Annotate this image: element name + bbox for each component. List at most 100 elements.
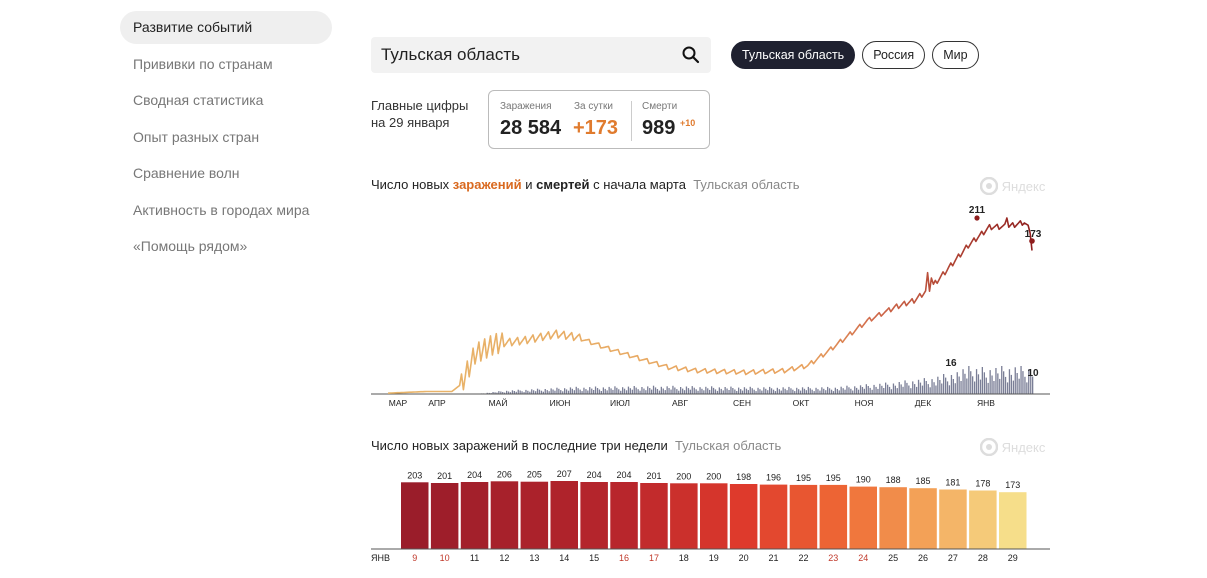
bar-value-label: 204 [467,470,482,480]
deaths-bar [749,386,751,394]
deaths-bar [709,389,711,394]
deaths-bar [658,390,661,394]
chart1-title-deaths: смертей [536,177,590,192]
peak-label: 211 [969,205,986,216]
deaths-bar [989,370,991,394]
watermark-text-2: Яндекс [1001,440,1046,455]
deaths-bar [728,390,730,394]
deaths-bar [676,389,678,394]
deaths-bar [687,388,690,394]
deaths-bar [1010,374,1012,394]
deaths-bar [780,390,782,394]
deaths-bar [604,388,606,394]
deaths-bar [898,382,900,394]
deaths-bar [1030,374,1032,394]
deaths-bar [664,390,666,394]
deaths-bar [1008,369,1011,394]
sidebar-item-summary-stats[interactable]: Сводная статистика [133,92,264,108]
sidebar-item-vaccinations[interactable]: Прививки по странам [133,55,273,72]
deaths-bar [770,388,773,394]
tab-world[interactable]: Мир [932,41,979,69]
deaths-bar [960,381,962,394]
deaths-bar [652,385,655,394]
deaths-bar [1024,376,1026,394]
deaths-bar [703,390,705,394]
deaths-bar [507,391,510,394]
deaths-bar [941,383,943,394]
deaths-bar [939,380,941,394]
deaths-bar [602,387,604,394]
sidebar-item-countries-experience[interactable]: Опыт разных стран [133,128,260,145]
sidebar-item-city-activity[interactable]: Активность в городах мира [133,201,310,218]
deaths-bar [830,389,833,394]
chart2-title: Число новых заражений в последние три не… [371,438,781,453]
day-tick-label: 11 [470,553,479,563]
deaths-bar [751,388,753,394]
deaths-bar [877,388,879,394]
deaths-bar [794,391,796,394]
region-search-input[interactable]: Тульская область [371,37,711,73]
infections-value: 28 584 [500,117,562,139]
deaths-bar [817,389,819,394]
deaths-bar [718,387,720,394]
bar-value-label: 185 [915,476,930,486]
deaths-bar [504,392,506,394]
deaths-bar [716,390,719,394]
deaths-bar [633,386,635,394]
deaths-bar [799,390,802,394]
sidebar-item-help-nearby[interactable]: «Помощь рядом» [133,238,248,254]
deaths-bar [529,391,531,394]
day-tick-label: 20 [739,553,749,563]
deaths-bar [856,387,858,394]
bar-value-label: 207 [557,469,572,479]
chart1-title-text-1: Число новых [371,177,453,192]
sidebar-item-waves-comparison[interactable]: Сравнение волн [133,165,240,181]
deaths-bar [612,389,614,394]
deaths-bar [995,368,997,394]
yandex-logo-icon-2 [979,437,999,457]
deaths-bar [546,390,548,394]
deaths-bar [714,389,717,394]
deaths-bar [685,386,688,394]
bar-value-label: 178 [975,479,990,489]
deaths-bar [494,392,496,395]
deaths-bar [562,391,564,394]
deaths-bar [1001,366,1003,394]
deaths-bar [914,384,916,394]
deaths-bar [567,390,570,394]
bar-value-label: 188 [886,475,901,485]
deaths-bar [894,385,896,394]
deaths-bar [985,377,987,394]
search-icon[interactable] [681,45,701,65]
deaths-bar [759,389,761,394]
deaths-bar [515,391,517,394]
deaths-bar [587,390,589,394]
day-tick-label: 26 [918,553,928,563]
deaths-bar [875,386,877,394]
deaths-bar [927,384,929,394]
bar-value-label: 200 [676,471,691,481]
sidebar-item-events[interactable]: Развитие событий [120,11,332,44]
deaths-bar [792,389,794,394]
deaths-bar [819,390,821,394]
deaths-bar [691,386,693,394]
sidebar-nav: Развитие событий Прививки по странам Сво… [120,11,332,267]
deaths-bar [591,388,593,394]
deaths-bar [699,387,701,394]
deaths-peak-label: 16 [945,358,957,369]
deaths-bar [651,389,653,394]
deaths-bar [937,376,939,394]
bar-value-label: 195 [796,473,811,483]
deaths-bar [629,388,631,394]
tab-russia[interactable]: Россия [862,41,926,69]
deaths-bar [500,391,502,394]
chart2-month-label: ЯНВ [371,553,390,563]
bar-value-label: 204 [616,470,631,480]
deaths-bar [575,386,577,394]
deaths-bar [844,389,846,394]
deaths-bar [769,386,771,394]
tab-tula-region[interactable]: Тульская область [731,41,856,69]
deaths-bar [908,385,910,394]
deaths-bar [972,376,974,394]
deaths-bar [888,386,891,394]
